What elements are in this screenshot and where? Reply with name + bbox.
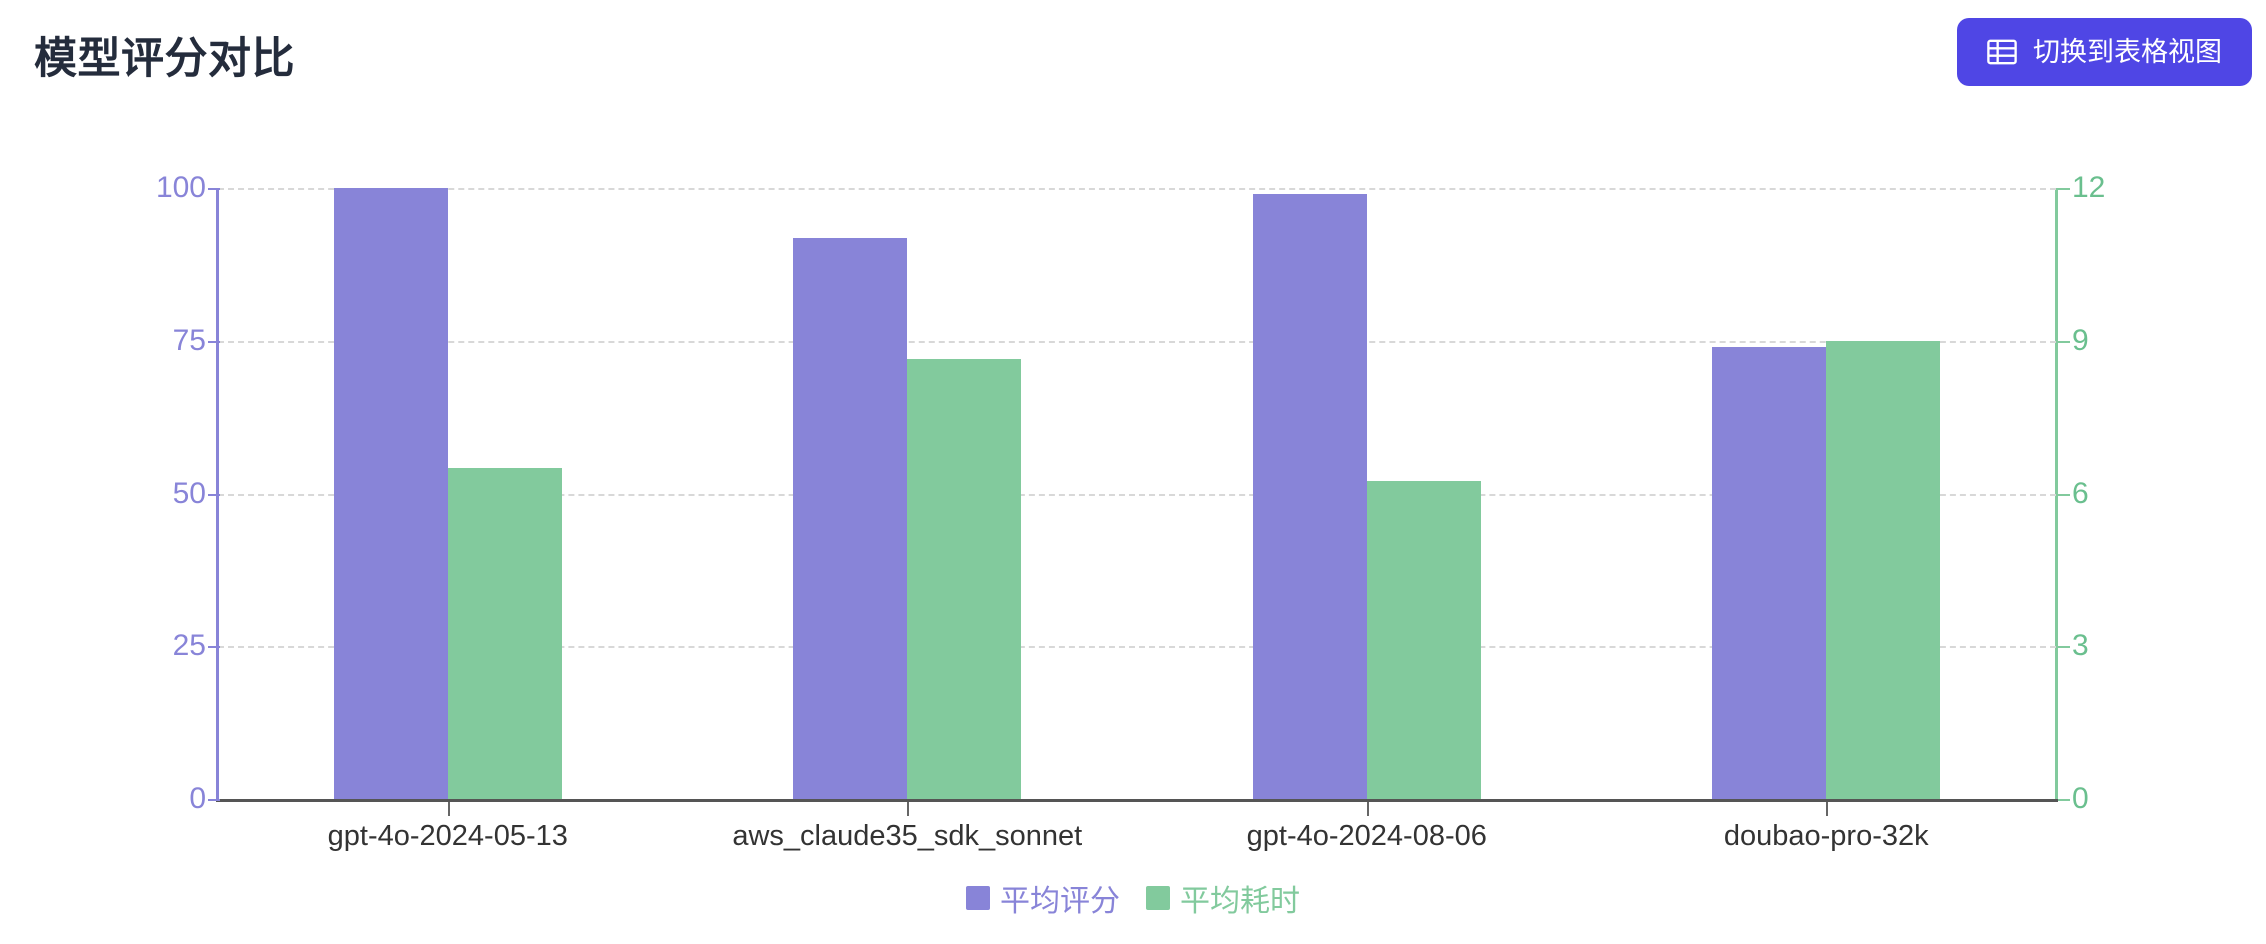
gridline: [218, 188, 2056, 190]
left-axis-tick-label: 100: [66, 171, 220, 205]
tick-mark: [2058, 493, 2070, 496]
tick-mark: [208, 799, 220, 801]
x-axis-tick-mark: [907, 802, 910, 816]
left-axis-tick-label: 0: [66, 782, 220, 816]
tick-mark: [208, 188, 220, 190]
right-axis-tick-label: 9: [2058, 324, 2212, 358]
table-icon: [1987, 39, 2017, 65]
page-title: 模型评分对比: [34, 35, 295, 83]
switch-to-table-view-label: 切换到表格视图: [2033, 36, 2222, 67]
x-axis-tick-mark: [1826, 802, 1829, 816]
left-axis-tick-label: 50: [66, 477, 220, 511]
legend-label-time: 平均耗时: [1180, 885, 1300, 918]
bar-score[interactable]: [793, 238, 908, 799]
tick-mark: [2058, 799, 2070, 801]
legend-item-time[interactable]: 平均耗时: [1146, 876, 1300, 920]
left-axis-tick-label: 25: [66, 629, 220, 663]
bar-score[interactable]: [1712, 346, 1827, 799]
tick-mark: [2058, 188, 2070, 190]
bar-time[interactable]: [907, 358, 1022, 799]
tick-mark: [208, 340, 220, 343]
right-axis-tick-label: 0: [2058, 782, 2212, 816]
x-axis-line: [216, 799, 2058, 802]
gridline: [218, 340, 2056, 343]
legend-swatch-score: [966, 886, 990, 910]
bar-score[interactable]: [333, 188, 448, 799]
x-axis-tick-mark: [447, 802, 450, 816]
right-axis-tick-label: 6: [2058, 477, 2212, 511]
x-axis-tick-mark: [1366, 802, 1369, 816]
bar-time[interactable]: [1826, 340, 1941, 799]
tick-mark: [208, 646, 220, 649]
bar-chart: 0 25 50 75 100 0 3 6 9 12 gpt-4o-2024-05-13 aws_c…: [0, 104, 2266, 944]
tick-mark: [2058, 646, 2070, 649]
chart-legend: 平均评分 平均耗时: [0, 876, 2266, 920]
gridline: [218, 646, 2056, 649]
bar-time[interactable]: [447, 468, 562, 799]
page-header: 模型评分对比 切换到表格视图: [0, 0, 2266, 104]
plot-area: [218, 188, 2056, 799]
legend-swatch-time: [1146, 886, 1170, 910]
switch-to-table-view-button[interactable]: 切换到表格视图: [1957, 18, 2252, 86]
right-axis-tick-label: 3: [2058, 629, 2212, 663]
x-axis-label: doubao-pro-32k: [1723, 820, 1929, 852]
gridline: [218, 493, 2056, 496]
right-y-axis-line: [2055, 188, 2058, 801]
right-axis-tick-label: 12: [2058, 171, 2212, 205]
left-axis-tick-label: 75: [66, 324, 220, 358]
x-axis-label: aws_claude35_sdk_sonnet: [732, 820, 1083, 852]
bar-time[interactable]: [1366, 480, 1481, 799]
legend-item-score[interactable]: 平均评分: [966, 876, 1120, 920]
x-axis-label: gpt-4o-2024-05-13: [327, 820, 568, 852]
x-axis-label: gpt-4o-2024-08-06: [1246, 820, 1487, 852]
legend-label-score: 平均评分: [1000, 885, 1120, 918]
tick-mark: [2058, 340, 2070, 343]
tick-mark: [208, 493, 220, 496]
bar-score[interactable]: [1252, 194, 1367, 799]
